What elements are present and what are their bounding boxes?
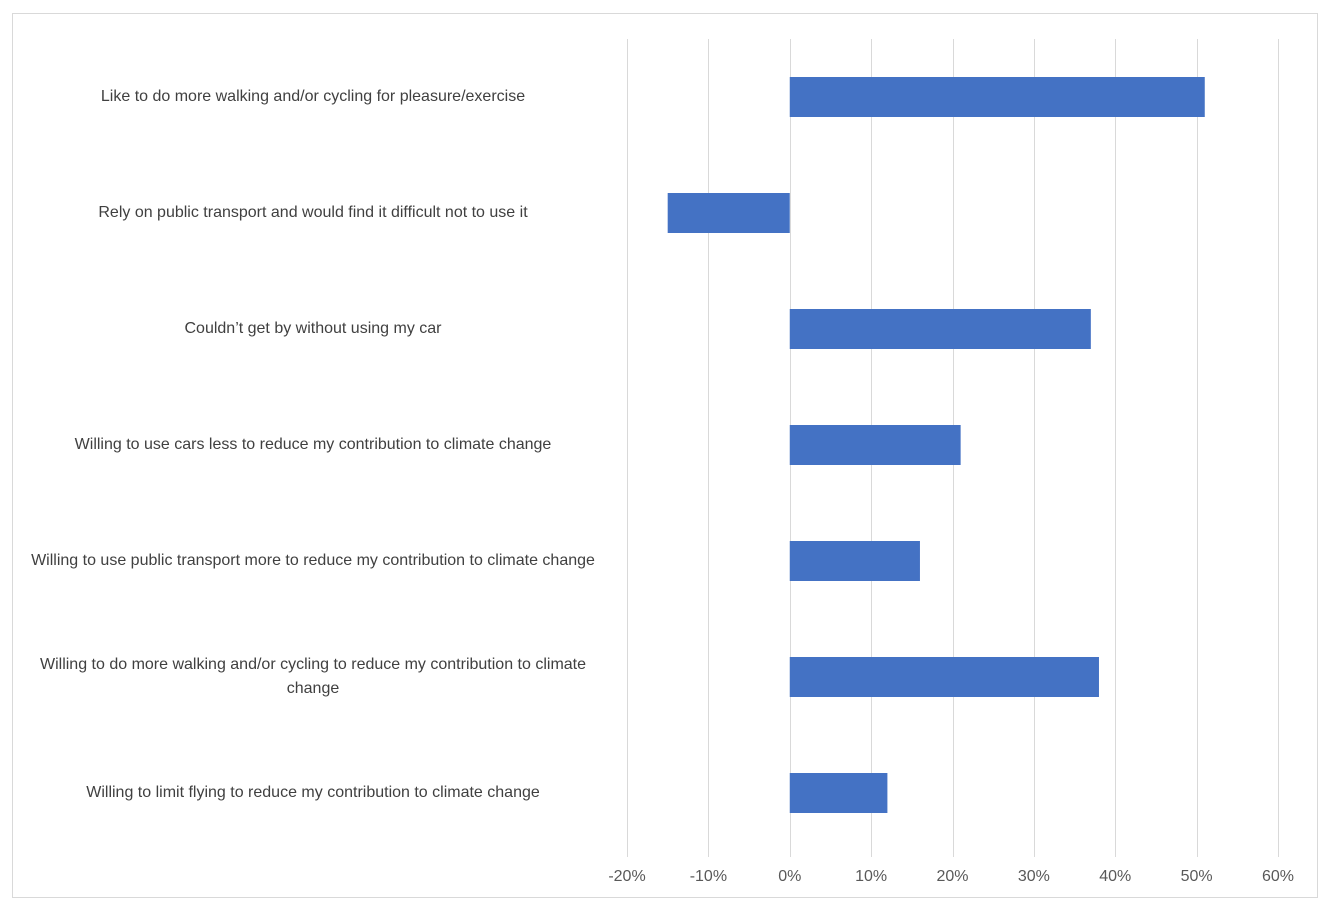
x-axis-ticks: -20% -10% 0% 10% 20% 30% 40% 50% 60% (608, 868, 1294, 885)
bar (789, 541, 920, 581)
bar-chart: -20% -10% 0% 10% 20% 30% 40% 50% 60% (608, 39, 1294, 885)
x-tick-label: 40% (1099, 868, 1131, 885)
x-tick-label: 20% (936, 868, 968, 885)
category-label: Willing to use cars less to reduce my co… (74, 436, 552, 453)
x-tick-label: 60% (1262, 868, 1294, 885)
x-tick-label: 0% (778, 868, 801, 885)
category-label: Willing to limit flying to reduce my con… (86, 784, 540, 801)
chart-frame: -20% -10% 0% 10% 20% 30% 40% 50% 60% Like to do … (12, 13, 1318, 898)
x-tick-label: 30% (1018, 868, 1050, 885)
category-label: Willing to use public transport more to … (31, 552, 595, 569)
bar (789, 657, 1099, 697)
category-label: Rely on public transport and would find … (98, 204, 528, 221)
x-tick-label: -20% (608, 868, 645, 885)
bars (667, 77, 1205, 813)
bar (789, 309, 1091, 349)
bar (789, 773, 888, 813)
x-tick-label: 10% (855, 868, 887, 885)
x-tick-label: -10% (690, 868, 727, 885)
category-label: Like to do more walking and/or cycling f… (100, 88, 526, 105)
bar (789, 77, 1205, 117)
x-tick-label: 50% (1181, 868, 1213, 885)
category-label: Couldn’t get by without using my car (184, 320, 442, 337)
bar (789, 425, 961, 465)
bar (667, 193, 790, 233)
category-label: Willing to do more walking and/or cyclin… (39, 656, 587, 697)
